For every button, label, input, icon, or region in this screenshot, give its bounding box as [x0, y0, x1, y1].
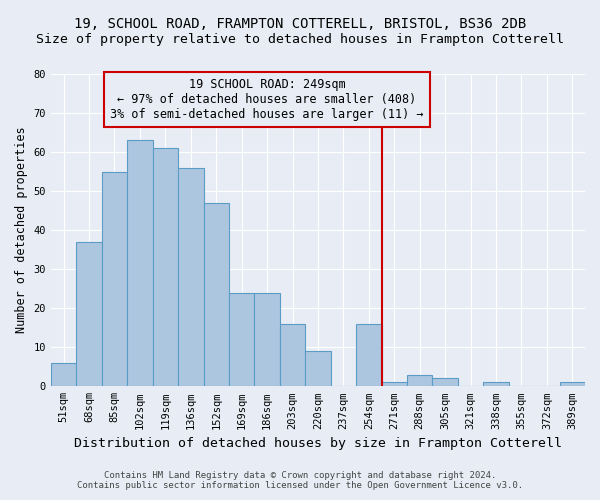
Bar [229, 292, 254, 386]
Bar [433, 378, 458, 386]
Bar [483, 382, 509, 386]
Bar [127, 140, 152, 386]
Bar [203, 203, 229, 386]
Bar [254, 292, 280, 386]
Bar [280, 324, 305, 386]
Text: Size of property relative to detached houses in Frampton Cotterell: Size of property relative to detached ho… [36, 32, 564, 46]
Bar [76, 242, 102, 386]
Text: 19 SCHOOL ROAD: 249sqm
← 97% of detached houses are smaller (408)
3% of semi-det: 19 SCHOOL ROAD: 249sqm ← 97% of detached… [110, 78, 424, 121]
Bar [560, 382, 585, 386]
Bar [152, 148, 178, 386]
Text: 19, SCHOOL ROAD, FRAMPTON COTTERELL, BRISTOL, BS36 2DB: 19, SCHOOL ROAD, FRAMPTON COTTERELL, BRI… [74, 18, 526, 32]
Bar [407, 374, 433, 386]
X-axis label: Distribution of detached houses by size in Frampton Cotterell: Distribution of detached houses by size … [74, 437, 562, 450]
Bar [382, 382, 407, 386]
Bar [178, 168, 203, 386]
Text: Contains HM Land Registry data © Crown copyright and database right 2024.
Contai: Contains HM Land Registry data © Crown c… [77, 470, 523, 490]
Y-axis label: Number of detached properties: Number of detached properties [15, 127, 28, 334]
Bar [51, 363, 76, 386]
Bar [305, 351, 331, 386]
Bar [356, 324, 382, 386]
Bar [102, 172, 127, 386]
